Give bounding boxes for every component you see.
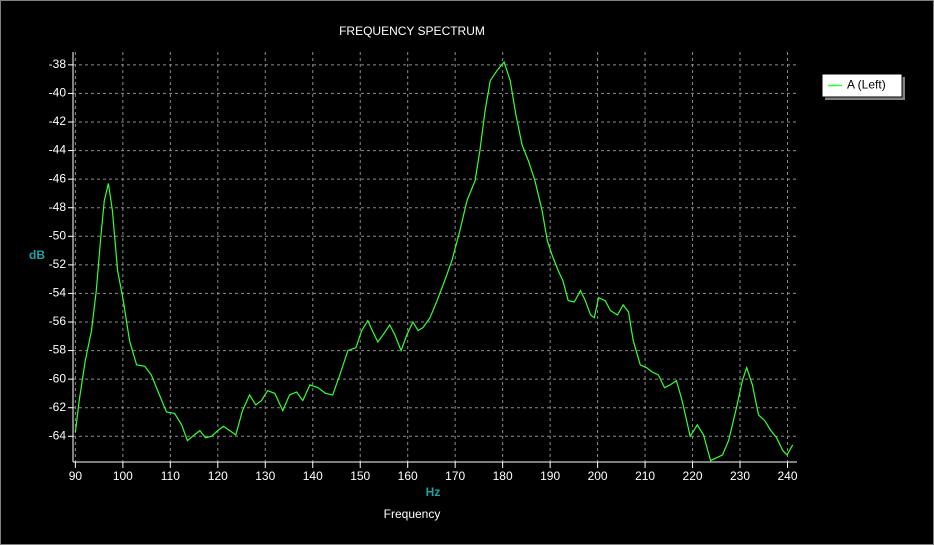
x-tick-label: 110 (161, 469, 180, 483)
y-tick-label: -52 (49, 257, 67, 271)
y-tick-label: -54 (49, 286, 67, 300)
y-tick-label: -42 (49, 114, 67, 128)
x-tick-label: 180 (493, 469, 513, 483)
x-tick-label: 210 (635, 469, 655, 483)
y-tick-label: -60 (49, 371, 67, 385)
y-tick-label: -58 (49, 343, 67, 357)
y-tick-label: -50 (49, 228, 67, 242)
y-axis-label: dB (29, 248, 45, 262)
x-tick-label: 200 (588, 469, 608, 483)
x-tick-label: 140 (303, 469, 323, 483)
y-tick-label: -56 (49, 314, 67, 328)
y-tick-label: -44 (49, 143, 67, 157)
x-axis-label: Frequency (384, 507, 441, 521)
y-tick-label: -40 (49, 86, 67, 100)
x-tick-label: 150 (350, 469, 370, 483)
y-tick-label: -46 (49, 171, 67, 185)
x-tick-label: 190 (540, 469, 560, 483)
x-tick-label: 100 (113, 469, 133, 483)
x-tick-label: 220 (683, 469, 703, 483)
x-tick-label: 240 (777, 469, 797, 483)
chart-title: FREQUENCY SPECTRUM (339, 24, 485, 38)
x-tick-label: 120 (208, 469, 228, 483)
x-tick-label: 90 (69, 469, 83, 483)
spectrum-line (74, 60, 794, 462)
legend-box (821, 73, 903, 98)
y-tick-label: -64 (49, 428, 67, 442)
y-tick-label: -38 (49, 57, 67, 71)
x-tick-label: 130 (255, 469, 275, 483)
x-tick-label: 230 (730, 469, 750, 483)
x-tick-label: 160 (398, 469, 418, 483)
x-tick-label: 170 (445, 469, 465, 483)
x-axis-unit: Hz (426, 485, 441, 499)
y-tick-label: -48 (49, 200, 67, 214)
legend-label: A (Left) (847, 78, 886, 92)
y-tick-label: -62 (49, 400, 67, 414)
